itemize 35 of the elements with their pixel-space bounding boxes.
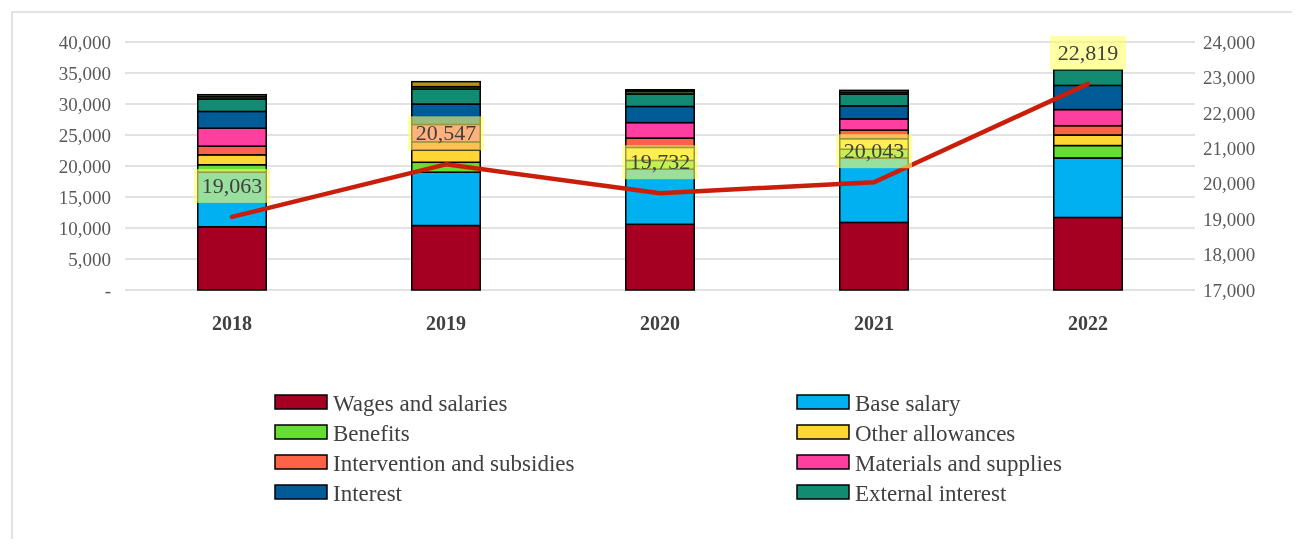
y-tick-label: 15,000: [58, 186, 111, 208]
legend-label: Materials and supplies: [855, 451, 1062, 477]
x-tick-label: 2018: [212, 312, 252, 334]
legend-label: External interest: [855, 481, 1007, 507]
y-tick-label: 20,000: [58, 155, 111, 177]
y-tick-label: 40,000: [58, 31, 111, 53]
data-label: 20,547: [415, 120, 477, 146]
y-tick-label: 5,000: [68, 248, 111, 270]
y2-tick-label: 19,000: [1203, 208, 1256, 230]
y2-tick-label: 21,000: [1203, 137, 1256, 159]
y-tick-label: -: [104, 279, 111, 301]
data-label: 20,043: [843, 138, 905, 164]
y2-tick-label: 20,000: [1203, 173, 1256, 195]
x-tick-label: 2021: [854, 312, 894, 334]
legend-label: Intervention and subsidies: [333, 451, 575, 477]
y-tick-label: 35,000: [58, 62, 111, 84]
y-tick-label: 30,000: [58, 93, 111, 115]
data-label: 19,063: [201, 172, 263, 198]
legend-label: Base salary: [855, 391, 961, 417]
y2-tick-label: 24,000: [1203, 31, 1256, 53]
data-label: 19,732: [629, 149, 691, 175]
legend-label: Interest: [333, 481, 403, 507]
y-tick-label: 10,000: [58, 217, 111, 239]
legend-label: Other allowances: [855, 421, 1016, 447]
data-label: 22,819: [1057, 39, 1119, 65]
y2-tick-label: 22,000: [1203, 102, 1256, 124]
legend-label: Benefits: [333, 421, 410, 447]
legend-label: Wages and salaries: [333, 391, 508, 417]
x-tick-label: 2022: [1068, 312, 1108, 334]
y2-tick-label: 18,000: [1203, 244, 1256, 266]
y2-tick-label: 23,000: [1203, 67, 1256, 89]
y2-tick-label: 17,000: [1203, 279, 1256, 301]
x-tick-label: 2020: [640, 312, 680, 334]
x-tick-label: 2019: [426, 312, 466, 334]
y-tick-label: 25,000: [58, 124, 111, 146]
